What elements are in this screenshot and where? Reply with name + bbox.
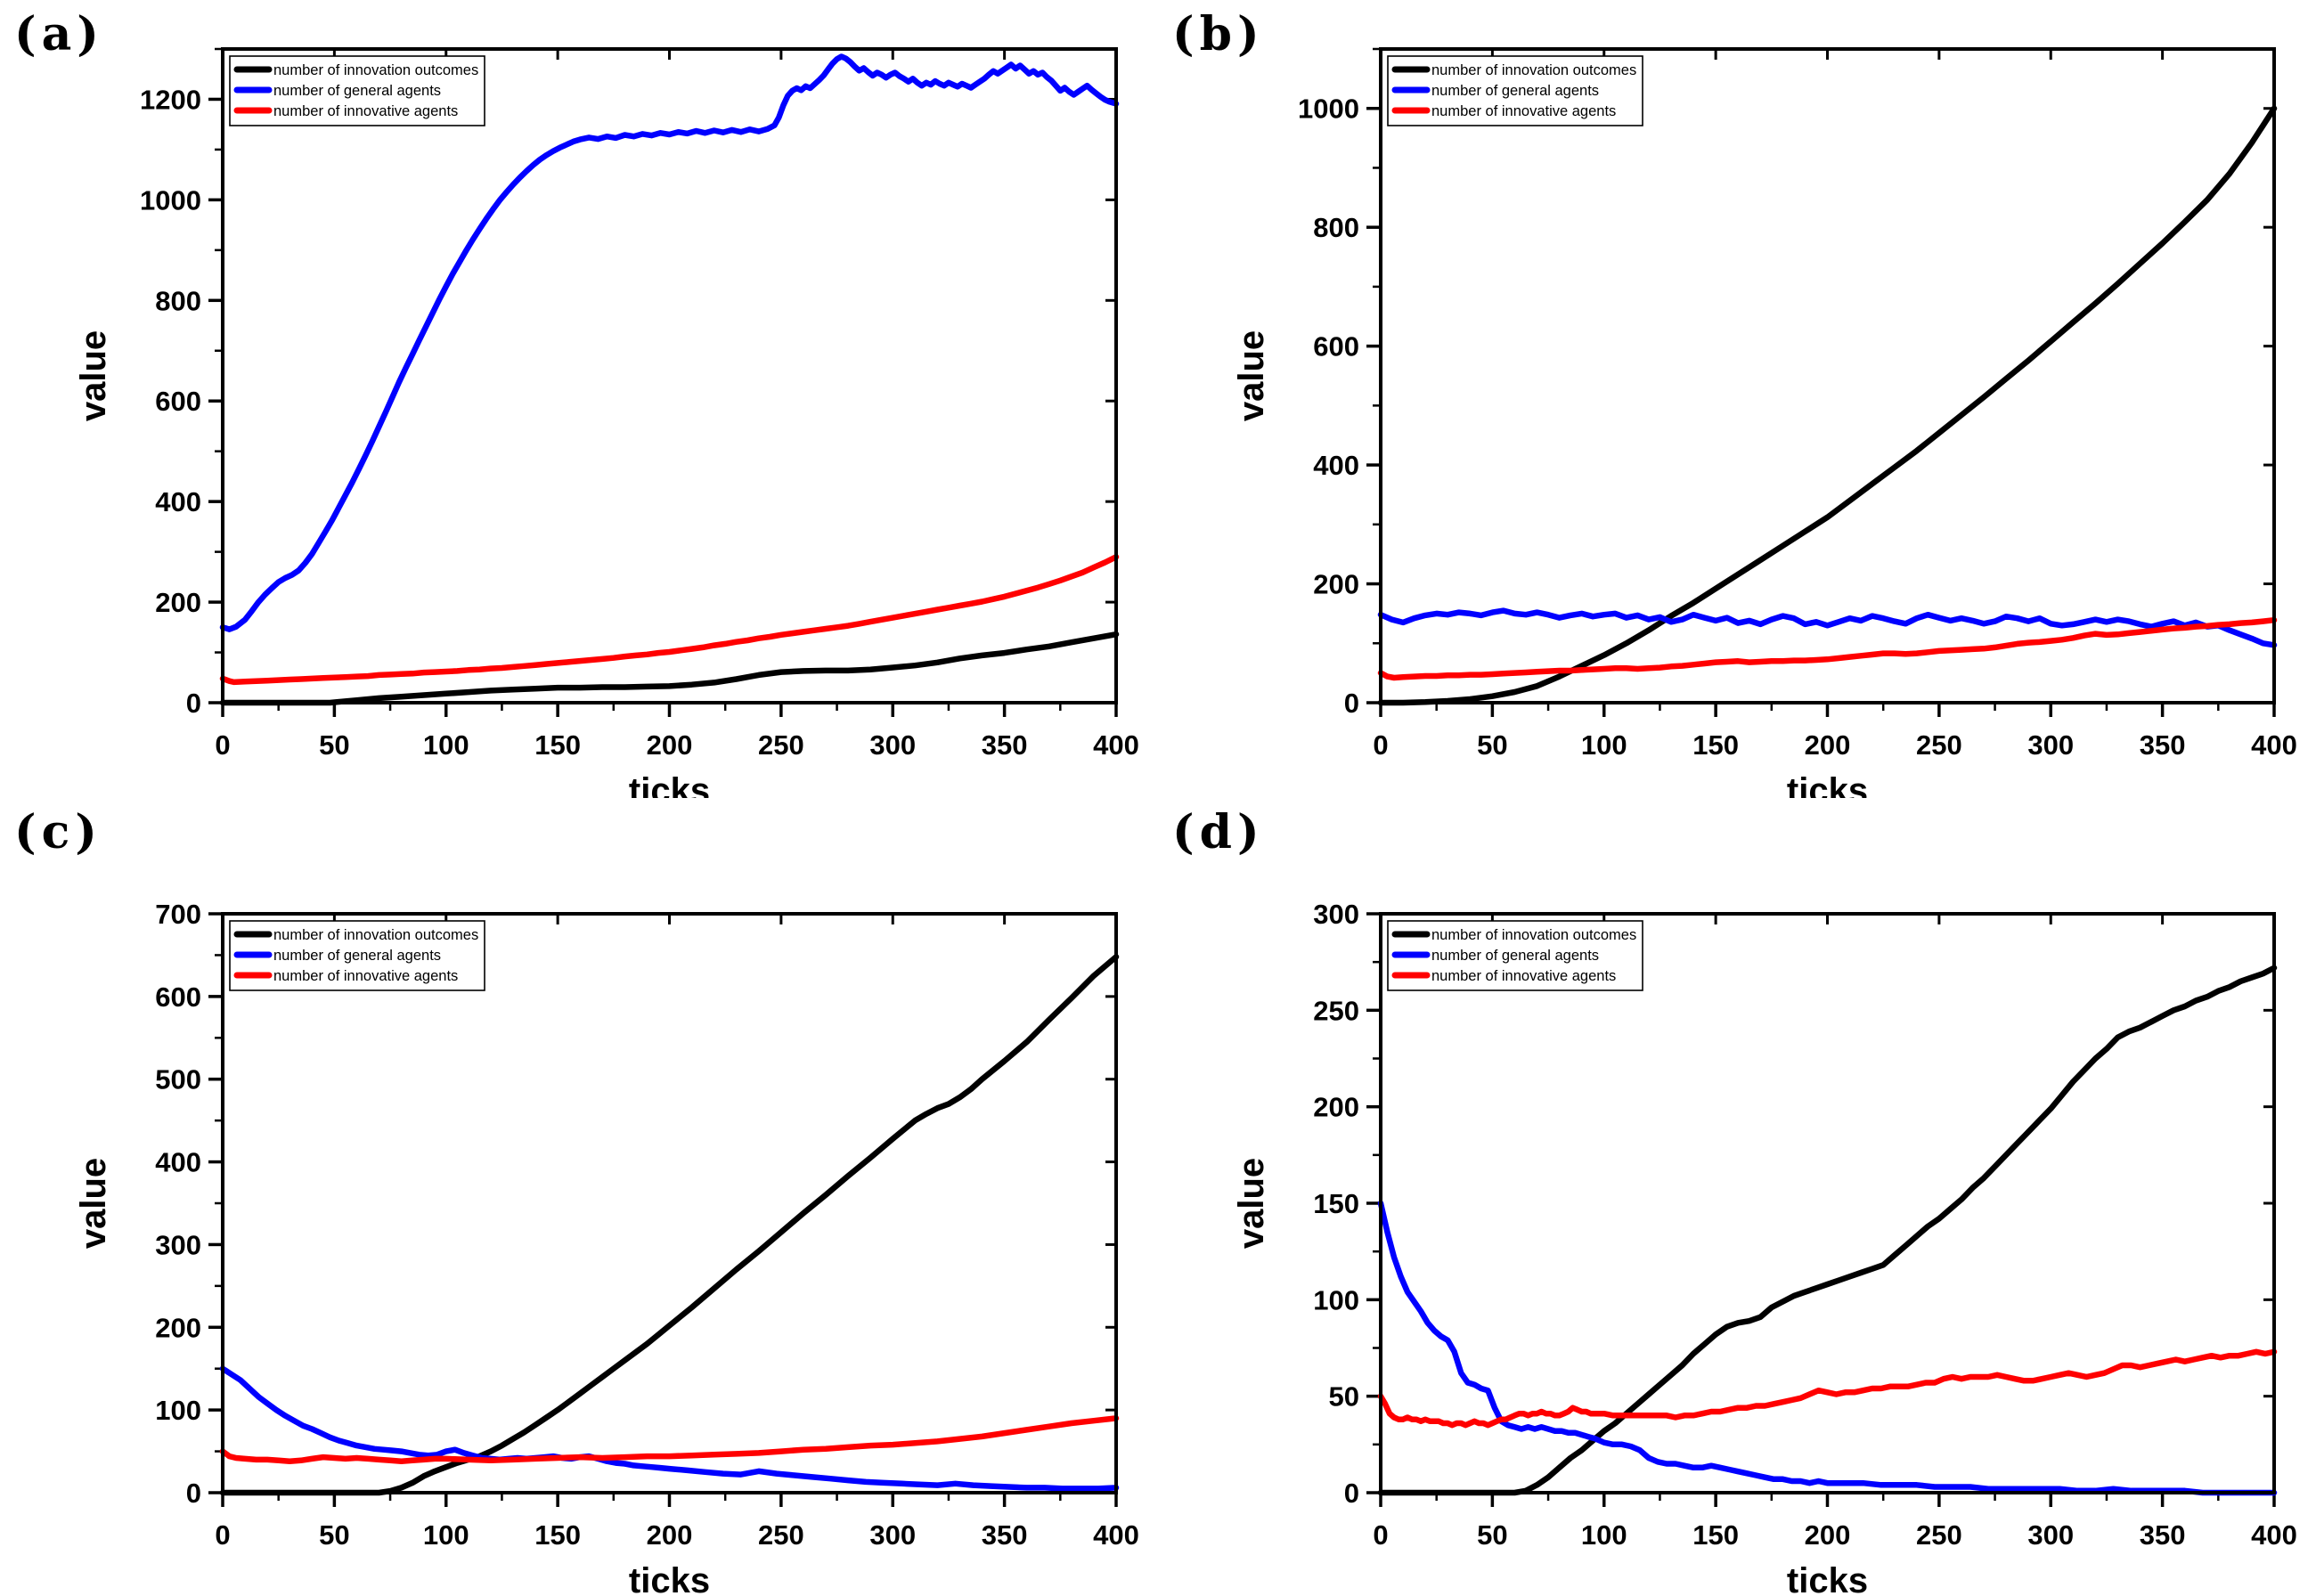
panel-label-d: (d) xyxy=(1172,805,1265,859)
svg-text:number of innovative agents: number of innovative agents xyxy=(1431,968,1616,984)
svg-text:number of innovation outcomes: number of innovation outcomes xyxy=(273,62,478,78)
svg-text:ticks: ticks xyxy=(629,771,710,798)
svg-text:350: 350 xyxy=(982,1519,1028,1551)
panel-c: (c) 0 50 100 150 200 250 300 350 400 0 100 200 300 40… xyxy=(0,798,1158,1596)
svg-text:700: 700 xyxy=(155,899,201,930)
svg-text:100: 100 xyxy=(155,1395,201,1426)
svg-text:400: 400 xyxy=(1093,1519,1139,1551)
svg-text:value: value xyxy=(1232,330,1271,421)
svg-text:200: 200 xyxy=(155,587,201,618)
svg-text:number of innovative agents: number of innovative agents xyxy=(273,968,458,984)
svg-text:400: 400 xyxy=(155,486,201,517)
panel-label-c: (c) xyxy=(14,805,102,859)
svg-text:150: 150 xyxy=(1313,1188,1359,1219)
svg-text:0: 0 xyxy=(1344,688,1359,719)
svg-text:value: value xyxy=(74,330,113,421)
svg-text:1000: 1000 xyxy=(140,184,201,216)
svg-text:600: 600 xyxy=(155,981,201,1013)
svg-text:100: 100 xyxy=(1581,729,1627,761)
svg-text:0: 0 xyxy=(1373,729,1388,761)
svg-text:500: 500 xyxy=(155,1064,201,1095)
svg-text:800: 800 xyxy=(1313,212,1359,243)
svg-text:value: value xyxy=(1232,1158,1271,1249)
svg-text:0: 0 xyxy=(186,688,201,719)
svg-text:200: 200 xyxy=(647,1519,693,1551)
svg-text:400: 400 xyxy=(2251,729,2297,761)
svg-text:0: 0 xyxy=(1344,1478,1359,1509)
svg-text:number of innovative agents: number of innovative agents xyxy=(1431,103,1616,119)
svg-text:1000: 1000 xyxy=(1298,94,1359,125)
svg-text:200: 200 xyxy=(1313,1092,1359,1123)
svg-text:100: 100 xyxy=(1313,1284,1359,1315)
svg-text:200: 200 xyxy=(1313,569,1359,600)
svg-text:ticks: ticks xyxy=(1787,771,1868,798)
svg-text:50: 50 xyxy=(1477,729,1507,761)
chart-c: 0 50 100 150 200 250 300 350 400 0 100 200 300 400 500… xyxy=(74,899,1139,1596)
svg-text:150: 150 xyxy=(1692,729,1739,761)
svg-text:350: 350 xyxy=(982,729,1028,761)
svg-text:number of innovation outcomes: number of innovation outcomes xyxy=(1431,927,1636,943)
svg-text:400: 400 xyxy=(1313,450,1359,481)
svg-text:150: 150 xyxy=(534,1519,581,1551)
svg-text:0: 0 xyxy=(215,729,230,761)
svg-text:350: 350 xyxy=(2140,729,2186,761)
svg-text:600: 600 xyxy=(155,386,201,417)
svg-text:250: 250 xyxy=(1916,1519,1962,1551)
svg-text:1200: 1200 xyxy=(140,84,201,115)
svg-text:350: 350 xyxy=(2140,1519,2186,1551)
svg-text:600: 600 xyxy=(1313,331,1359,362)
svg-text:100: 100 xyxy=(1581,1519,1627,1551)
svg-text:300: 300 xyxy=(869,1519,916,1551)
svg-text:400: 400 xyxy=(2251,1519,2297,1551)
svg-text:number of general agents: number of general agents xyxy=(273,83,441,99)
svg-text:200: 200 xyxy=(1805,1519,1851,1551)
svg-text:400: 400 xyxy=(155,1147,201,1178)
svg-text:300: 300 xyxy=(155,1229,201,1260)
svg-text:number of general agents: number of general agents xyxy=(1431,83,1599,99)
svg-text:800: 800 xyxy=(155,285,201,316)
svg-text:number of general agents: number of general agents xyxy=(1431,948,1599,964)
chart-b: 0 50 100 150 200 250 300 350 400 0 200 400 600 800 100… xyxy=(1232,47,2297,798)
svg-text:400: 400 xyxy=(1093,729,1139,761)
chart-a: 0 50 100 150 200 250 300 350 400 0 200 400 600 800 100… xyxy=(74,47,1139,798)
svg-text:50: 50 xyxy=(1477,1519,1507,1551)
panel-label-a: (a) xyxy=(14,7,104,61)
svg-text:0: 0 xyxy=(186,1478,201,1509)
svg-text:50: 50 xyxy=(319,1519,349,1551)
svg-text:0: 0 xyxy=(215,1519,230,1551)
svg-text:150: 150 xyxy=(534,729,581,761)
svg-text:300: 300 xyxy=(2027,729,2074,761)
svg-text:300: 300 xyxy=(1313,899,1359,930)
panel-d: (d) 0 50 100 150 200 250 300 350 400 0 50 100 150 200… xyxy=(1158,798,2316,1596)
svg-text:200: 200 xyxy=(155,1312,201,1343)
svg-text:number of innovation outcomes: number of innovation outcomes xyxy=(273,927,478,943)
svg-text:50: 50 xyxy=(319,729,349,761)
svg-text:250: 250 xyxy=(758,1519,804,1551)
svg-text:number of innovative agents: number of innovative agents xyxy=(273,103,458,119)
svg-text:50: 50 xyxy=(1329,1381,1359,1413)
svg-text:250: 250 xyxy=(1313,995,1359,1026)
svg-text:ticks: ticks xyxy=(629,1561,710,1596)
panel-label-b: (b) xyxy=(1172,7,1265,61)
panel-a: (a) 0 50 100 150 200 250 300 350 400 0 200 400 600 80… xyxy=(0,0,1158,798)
svg-text:number of innovation outcomes: number of innovation outcomes xyxy=(1431,62,1636,78)
svg-text:100: 100 xyxy=(423,1519,469,1551)
svg-text:0: 0 xyxy=(1373,1519,1388,1551)
svg-text:number of general agents: number of general agents xyxy=(273,948,441,964)
svg-text:ticks: ticks xyxy=(1787,1561,1868,1596)
svg-text:300: 300 xyxy=(869,729,916,761)
svg-text:150: 150 xyxy=(1692,1519,1739,1551)
svg-text:100: 100 xyxy=(423,729,469,761)
panel-b: (b) 0 50 100 150 200 250 300 350 400 0 200 400 600 80… xyxy=(1158,0,2316,798)
svg-text:250: 250 xyxy=(758,729,804,761)
svg-text:200: 200 xyxy=(1805,729,1851,761)
svg-text:200: 200 xyxy=(647,729,693,761)
chart-d: 0 50 100 150 200 250 300 350 400 0 50 100 150 200 250 3… xyxy=(1232,899,2297,1596)
svg-text:250: 250 xyxy=(1916,729,1962,761)
svg-text:value: value xyxy=(74,1158,113,1249)
svg-text:300: 300 xyxy=(2027,1519,2074,1551)
